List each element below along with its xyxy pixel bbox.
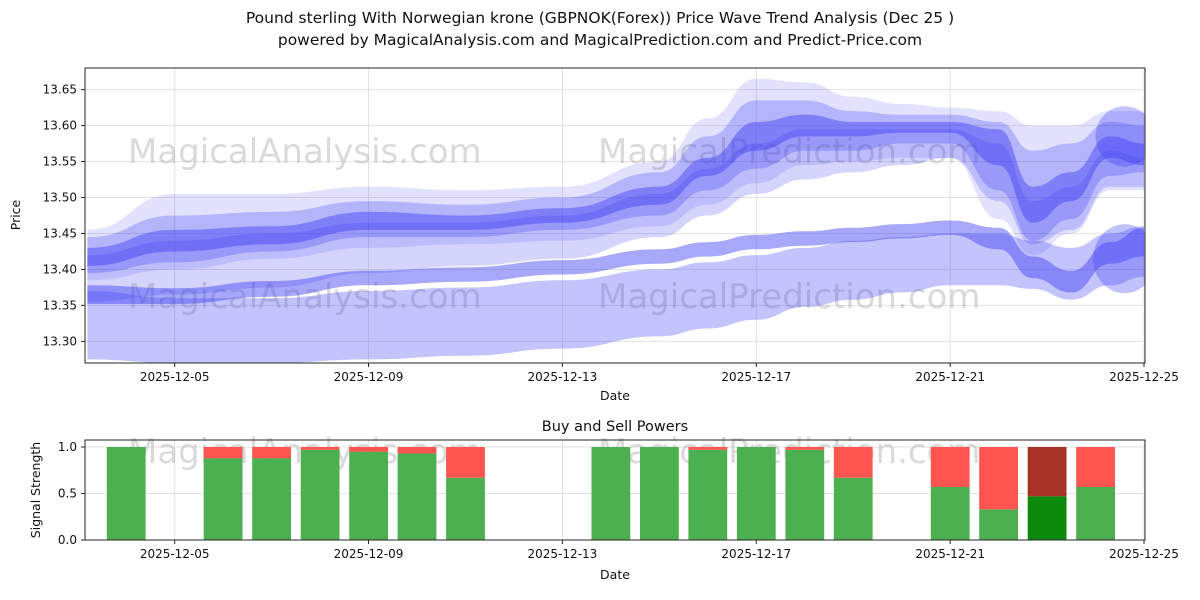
price-xaxis-label: Date xyxy=(600,388,630,403)
power-chart-title: Buy and Sell Powers xyxy=(541,419,689,435)
power-axes: 0.0 0.5 1.0 2025-12-05 2025-12-09 2025-12-13 2… xyxy=(58,439,1179,561)
price-x-tick-label: 2025-12-13 xyxy=(528,370,598,384)
buy-bar xyxy=(300,449,340,540)
buy-bar xyxy=(349,451,388,540)
page-subtitle: powered by MagicalAnalysis.com and Magic… xyxy=(277,31,923,49)
price-y-tick-label: 13.45 xyxy=(43,227,77,241)
power-bars xyxy=(106,447,1115,540)
sell-bar xyxy=(688,447,728,450)
buy-bar xyxy=(591,447,631,540)
sell-bar xyxy=(833,447,873,478)
watermark-prediction: MagicalPrediction.com xyxy=(598,277,981,317)
price-band-outer-envelope xyxy=(87,78,1144,281)
price-band-lower-broad xyxy=(87,226,1144,363)
price-y-tick-label: 13.60 xyxy=(43,119,77,133)
price-axes-box xyxy=(84,67,1146,364)
price-x-tick-label: 2025-12-17 xyxy=(721,370,791,384)
price-y-tick-label: 13.35 xyxy=(43,298,77,312)
sell-bar xyxy=(203,447,243,459)
power-yaxis-label: Signal Strength xyxy=(28,442,43,538)
price-chart: MagicalAnalysis.com MagicalPrediction.co… xyxy=(8,67,1179,403)
power-x-tick-label: 2025-12-21 xyxy=(915,547,985,561)
watermark-analysis: MagicalAnalysis.com xyxy=(128,277,482,317)
sell-bar xyxy=(252,447,291,459)
buy-sell-power-chart: MagicalAnalysis.com MagicalPrediction.co… xyxy=(28,432,1179,582)
price-yaxis-label: Price xyxy=(8,199,23,230)
price-x-tick-label: 2025-12-25 xyxy=(1109,370,1179,384)
price-axes: 13.30 13.35 13.40 13.45 13.50 13.55 13.60 13.65… xyxy=(43,67,1179,384)
buy-bar xyxy=(1027,496,1067,540)
watermark-prediction: MagicalPrediction.com xyxy=(598,132,981,172)
buy-bar xyxy=(106,447,146,540)
buy-bar xyxy=(979,509,1018,540)
sell-bar xyxy=(785,447,825,450)
sell-bar xyxy=(300,447,340,450)
page-title: Pound sterling With Norwegian krone (GBP… xyxy=(245,9,955,27)
power-x-tick-label: 2025-12-25 xyxy=(1109,547,1179,561)
sell-bar xyxy=(979,447,1018,510)
power-y-tick-label: 0.5 xyxy=(58,487,77,501)
buy-bar xyxy=(736,447,776,540)
price-end-blob xyxy=(1095,106,1145,167)
price-x-tick-label: 2025-12-21 xyxy=(915,370,985,384)
buy-bar xyxy=(203,458,243,540)
sell-bar xyxy=(349,447,388,452)
price-band-upper-mid xyxy=(87,100,1144,274)
watermark-analysis: MagicalAnalysis.com xyxy=(128,132,482,172)
price-y-tick-label: 13.40 xyxy=(43,263,77,277)
buy-bar xyxy=(785,449,825,540)
price-band-lower-mid-core xyxy=(87,220,1144,304)
price-x-tick-label: 2025-12-05 xyxy=(140,370,210,384)
buy-bar xyxy=(930,487,970,540)
buy-bar xyxy=(397,453,437,540)
buy-bar xyxy=(688,449,728,540)
price-y-tick-label: 13.50 xyxy=(43,191,77,205)
price-end-blob xyxy=(1093,224,1145,294)
buy-bar xyxy=(1076,487,1115,540)
buy-bar xyxy=(640,447,679,540)
power-xaxis-label: Date xyxy=(600,567,630,582)
buy-bar xyxy=(446,477,485,540)
sell-bar xyxy=(1027,447,1067,497)
price-band-upper-core xyxy=(87,114,1144,266)
power-x-tick-label: 2025-12-05 xyxy=(140,547,210,561)
buy-bar xyxy=(833,477,873,540)
power-x-tick-label: 2025-12-09 xyxy=(334,547,404,561)
price-watermarks: MagicalAnalysis.com MagicalPrediction.co… xyxy=(128,132,981,317)
power-x-tick-label: 2025-12-13 xyxy=(528,547,598,561)
price-y-tick-label: 13.30 xyxy=(43,334,77,348)
price-y-tick-label: 13.65 xyxy=(43,83,77,97)
sell-bar xyxy=(446,447,485,478)
power-y-tick-label: 1.0 xyxy=(58,440,77,454)
price-wave-bands xyxy=(87,78,1145,363)
buy-bar xyxy=(252,458,291,540)
power-axes-box xyxy=(84,439,1146,541)
sell-bar xyxy=(1076,447,1115,487)
price-band-joining-band xyxy=(87,129,1144,302)
price-x-tick-label: 2025-12-09 xyxy=(334,370,404,384)
sell-bar xyxy=(930,447,970,487)
power-y-tick-label: 0.0 xyxy=(58,533,77,547)
power-x-tick-label: 2025-12-17 xyxy=(721,547,791,561)
price-y-tick-label: 13.55 xyxy=(43,155,77,169)
price-grid xyxy=(85,68,1145,363)
sell-bar xyxy=(397,447,437,454)
